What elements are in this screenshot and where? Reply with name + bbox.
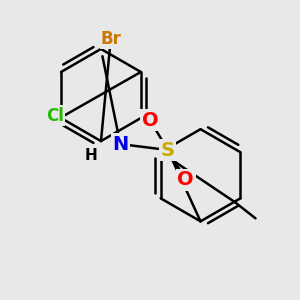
- Text: Cl: Cl: [46, 107, 64, 125]
- Text: O: O: [142, 111, 158, 130]
- Text: O: O: [177, 170, 194, 189]
- Text: H: H: [84, 148, 97, 164]
- Text: N: N: [112, 135, 128, 154]
- Text: Br: Br: [101, 29, 122, 47]
- Text: S: S: [161, 140, 175, 160]
